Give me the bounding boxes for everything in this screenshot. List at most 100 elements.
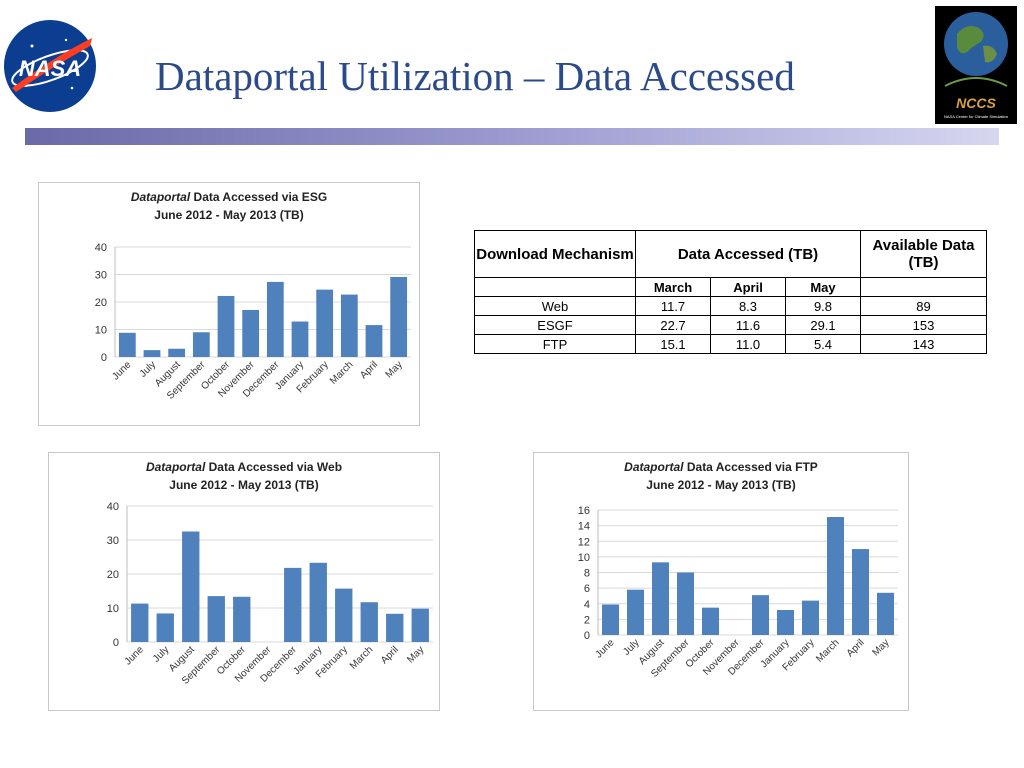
y-tick-label: 16 (578, 505, 590, 517)
y-tick-label: 0 (584, 630, 590, 642)
x-tick-label: June (123, 644, 146, 667)
header-available-data: Available Data (TB) (860, 230, 987, 278)
x-tick-label: April (358, 359, 380, 381)
table-row: ESGF 22.7 11.6 29.1 153 (474, 315, 987, 335)
y-tick-label: 10 (95, 325, 107, 337)
chart-title: Dataportal Data Accessed via FTP (624, 460, 818, 474)
bar-may (411, 608, 429, 642)
page-title: Dataportal Utilization – Data Accessed (155, 53, 795, 99)
y-tick-label: 4 (584, 599, 590, 611)
bar-january (309, 562, 327, 642)
bar-july (156, 613, 174, 642)
y-tick-label: 10 (578, 552, 590, 564)
x-tick-label: April (379, 644, 401, 666)
web-chart: Dataportal Data Accessed via Web June 201… (48, 452, 440, 711)
esg-chart: Dataportal Data Accessed via ESG June 201… (38, 182, 420, 426)
bar-december (284, 567, 302, 642)
bar-july (143, 350, 161, 357)
y-tick-label: 10 (107, 603, 119, 615)
y-tick-label: 30 (95, 270, 107, 282)
subheader-may: May (785, 277, 861, 297)
row-may: 9.8 (785, 296, 861, 316)
x-tick-label: July (151, 644, 171, 664)
y-tick-label: 20 (107, 569, 119, 581)
x-tick-label: May (870, 637, 891, 658)
bar-december (752, 595, 769, 635)
nasa-logo-text: NASA (19, 56, 81, 81)
header-data-accessed: Data Accessed (TB) (635, 230, 861, 278)
y-tick-label: 0 (101, 352, 107, 364)
row-april: 11.0 (710, 334, 786, 354)
bar-february (802, 600, 819, 635)
subheader-blank-2 (860, 277, 987, 297)
x-tick-label: June (594, 637, 617, 660)
bar-september (207, 596, 225, 642)
header-download-mechanism: Download Mechanism (474, 230, 636, 278)
nccs-logo-text: NCCS (956, 95, 996, 111)
bar-february (335, 588, 353, 642)
bar-june (131, 603, 149, 642)
bar-april (852, 549, 869, 635)
bar-march (340, 294, 358, 357)
y-tick-label: 40 (95, 242, 107, 254)
y-tick-label: 2 (584, 614, 590, 626)
bar-october (217, 295, 235, 357)
row-april: 8.3 (710, 296, 786, 316)
row-mechanism: FTP (474, 334, 636, 354)
row-available: 89 (860, 296, 987, 316)
x-tick-label: July (621, 637, 641, 657)
nccs-logo: NCCS NASA Center for Climate Simulation (935, 6, 1017, 124)
subheader-blank (474, 277, 636, 297)
row-mechanism: Web (474, 296, 636, 316)
bar-july (627, 589, 644, 635)
row-may: 29.1 (785, 315, 861, 335)
y-tick-label: 14 (578, 521, 590, 533)
table-row: FTP 15.1 11.0 5.4 143 (474, 334, 987, 354)
row-available: 153 (860, 315, 987, 335)
bar-january (291, 321, 309, 357)
y-tick-label: 12 (578, 536, 590, 548)
bar-october (233, 596, 251, 642)
y-tick-label: 20 (95, 297, 107, 309)
bar-june (118, 332, 136, 357)
row-april: 11.6 (710, 315, 786, 335)
x-tick-label: June (110, 359, 133, 382)
bar-may (877, 592, 894, 635)
chart-subtitle: June 2012 - May 2013 (TB) (646, 478, 795, 492)
row-may: 5.4 (785, 334, 861, 354)
row-mechanism: ESGF (474, 315, 636, 335)
title-divider-bar (25, 128, 999, 145)
data-access-table: Download Mechanism Data Accessed (TB) Av… (474, 230, 987, 354)
bar-september (192, 332, 210, 357)
table-row: Web 11.7 8.3 9.8 89 (474, 296, 987, 316)
bar-april (386, 613, 404, 642)
x-tick-label: March (328, 359, 355, 386)
x-tick-label: May (405, 644, 426, 665)
x-tick-label: March (348, 644, 375, 671)
bar-august (652, 562, 669, 635)
x-tick-label: March (814, 637, 841, 664)
chart-title: Dataportal Data Accessed via Web (146, 460, 342, 474)
bar-august (182, 531, 200, 642)
x-tick-label: May (384, 359, 405, 380)
chart-subtitle: June 2012 - May 2013 (TB) (154, 208, 303, 222)
row-march: 22.7 (635, 315, 711, 335)
bar-may (390, 276, 408, 357)
bar-june (602, 604, 619, 635)
subheader-march: March (635, 277, 711, 297)
nasa-logo: NASA (2, 18, 98, 114)
nccs-logo-subtext: NASA Center for Climate Simulation (944, 114, 1008, 119)
bar-september (677, 572, 694, 635)
bar-august (168, 348, 186, 357)
bar-february (316, 289, 334, 357)
bar-march (360, 602, 378, 642)
subheader-april: April (710, 277, 786, 297)
y-tick-label: 0 (113, 637, 119, 649)
chart-subtitle: June 2012 - May 2013 (TB) (169, 478, 318, 492)
y-tick-label: 6 (584, 583, 590, 595)
row-march: 15.1 (635, 334, 711, 354)
y-tick-label: 40 (107, 501, 119, 513)
